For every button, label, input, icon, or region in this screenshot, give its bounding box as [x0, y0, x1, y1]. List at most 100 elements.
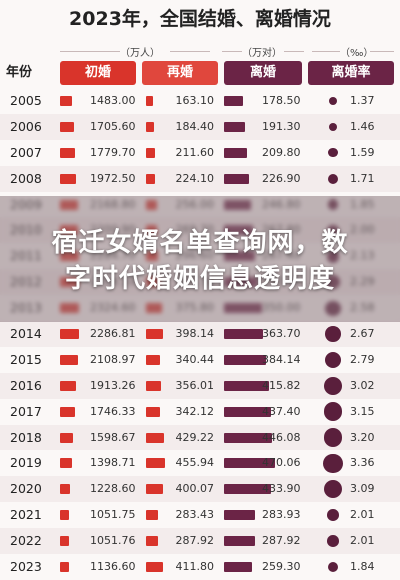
divorce-rate-dot [324, 351, 342, 369]
remarriage-bar [146, 147, 155, 158]
divorce-rate-dot [323, 402, 343, 421]
divorce-value: 209.80 [262, 145, 301, 159]
year-label: 2007 [10, 144, 42, 160]
remarriage-bar [146, 406, 161, 417]
divorce-rate-value: 1.37 [350, 94, 375, 107]
first-marriage-value: 2286.81 [90, 327, 136, 341]
table-row: 2023 1136.60 411.80 259.30 1.84 [0, 554, 400, 580]
unit-line-mid-a [222, 51, 242, 52]
first-marriage-bar [60, 96, 73, 106]
first-marriage-value: 1972.50 [90, 171, 136, 185]
remarriage-value: 163.10 [175, 94, 215, 107]
remarriage-value: 429.22 [175, 430, 215, 444]
first-marriage-value: 1051.76 [90, 534, 136, 548]
divorce-rate-value: 2.01 [350, 534, 375, 548]
divorce-value: 384.14 [262, 352, 301, 366]
first-marriage-value: 1913.26 [90, 378, 136, 392]
table-row: 2017 1746.33 342.12 437.40 3.15 [0, 399, 400, 425]
divorce-bar [224, 510, 255, 521]
remarriage-value: 211.60 [175, 145, 215, 159]
divorce-rate-dot [327, 535, 339, 548]
remarriage-bar [146, 380, 161, 391]
year-label: 2018 [10, 429, 42, 445]
table-row: 2006 1705.60 184.40 191.30 1.46 [0, 113, 400, 140]
year-label: 2023 [10, 559, 42, 575]
divorce-value: 437.40 [262, 404, 301, 418]
unit-line-right-b [370, 51, 394, 52]
divorce-bar [224, 458, 275, 469]
first-marriage-value: 1779.70 [90, 145, 136, 159]
table-row: 2007 1779.70 211.60 209.80 1.59 [0, 140, 400, 166]
divorce-value: 283.93 [262, 508, 301, 522]
header-first-marriage: 初婚 [60, 61, 136, 85]
divorce-bar [224, 406, 272, 417]
chart-title: 2023年，全国结婚、离婚情况 [69, 8, 331, 30]
divorce-bar [224, 96, 244, 106]
divorce-rate-dot [328, 148, 338, 158]
remarriage-value: 398.14 [175, 327, 215, 341]
table-row: 2021 1051.75 283.43 283.93 2.01 [0, 502, 400, 528]
overlay-line-1: 宿迁女婿名单查询网，数 [51, 228, 349, 258]
divorce-bar [224, 329, 264, 340]
divorce-rate-value: 3.09 [350, 482, 375, 496]
table-row: 2018 1598.67 429.22 446.08 3.20 [0, 424, 400, 451]
unit-rate: （‰） [340, 48, 374, 59]
first-marriage-bar [60, 406, 75, 417]
remarriage-bar [146, 510, 158, 521]
unit-divorce: （万对） [242, 48, 282, 59]
year-label: 2020 [10, 481, 42, 497]
remarriage-value: 400.07 [175, 482, 215, 496]
divorce-rate-dot [325, 326, 341, 342]
first-marriage-bar [60, 329, 80, 340]
divorce-rate-value: 1.59 [350, 145, 375, 159]
unit-marriage: （万人） [120, 48, 160, 59]
first-marriage-bar [60, 458, 72, 469]
remarriage-value: 342.12 [175, 404, 215, 418]
first-marriage-bar [60, 380, 76, 391]
remarriage-bar [146, 96, 153, 106]
first-marriage-bar [60, 510, 69, 521]
table-row: 2016 1913.26 356.01 415.82 3.02 [0, 372, 400, 399]
remarriage-bar [146, 562, 164, 573]
divorce-rate-value: 3.20 [350, 430, 375, 444]
first-marriage-bar [60, 536, 69, 547]
remarriage-value: 340.44 [175, 352, 215, 366]
divorce-value: 433.90 [262, 482, 301, 496]
remarriage-bar [146, 432, 164, 443]
year-label: 2016 [10, 377, 42, 393]
header-remarriage: 再婚 [142, 61, 218, 85]
year-label: 2019 [10, 455, 42, 471]
year-label: 2017 [10, 403, 42, 419]
divorce-rate-value: 1.84 [350, 560, 375, 574]
divorce-bar [224, 432, 273, 443]
overlay-line-2: 字时代婚姻信息透明度 [64, 264, 335, 294]
divorce-bar [224, 562, 253, 573]
remarriage-bar [146, 484, 163, 495]
table-row: 2005 1483.00 163.10 178.50 1.37 [0, 88, 400, 114]
year-label: 2014 [10, 326, 42, 342]
remarriage-value: 224.10 [175, 171, 215, 185]
divorce-value: 446.08 [262, 430, 301, 444]
remarriage-bar [146, 329, 163, 340]
remarriage-value: 184.40 [175, 119, 215, 133]
first-marriage-bar [60, 354, 78, 365]
year-label: 2021 [10, 507, 42, 523]
table-row: 2022 1051.76 287.92 287.92 2.01 [0, 528, 400, 555]
first-marriage-value: 2108.97 [90, 352, 136, 366]
table-row: 2020 1228.60 400.07 433.90 3.09 [0, 476, 400, 503]
header-divorce: 离婚 [224, 61, 302, 85]
unit-line-mid-b [284, 51, 304, 52]
divorce-bar [224, 536, 256, 547]
remarriage-bar [146, 458, 165, 469]
divorce-value: 287.92 [262, 534, 301, 548]
table-row: 2019 1398.71 455.94 470.06 3.36 [0, 450, 400, 476]
remarriage-value: 411.80 [175, 560, 215, 574]
header-divorce-rate: 离婚率 [308, 61, 394, 85]
year-label: 2005 [10, 93, 42, 108]
first-marriage-bar [60, 562, 70, 573]
divorce-bar [224, 147, 247, 158]
remarriage-value: 283.43 [175, 508, 215, 522]
divorce-value: 470.06 [262, 456, 301, 470]
unit-line-left-b [170, 51, 210, 52]
remarriage-value: 356.01 [175, 378, 215, 392]
